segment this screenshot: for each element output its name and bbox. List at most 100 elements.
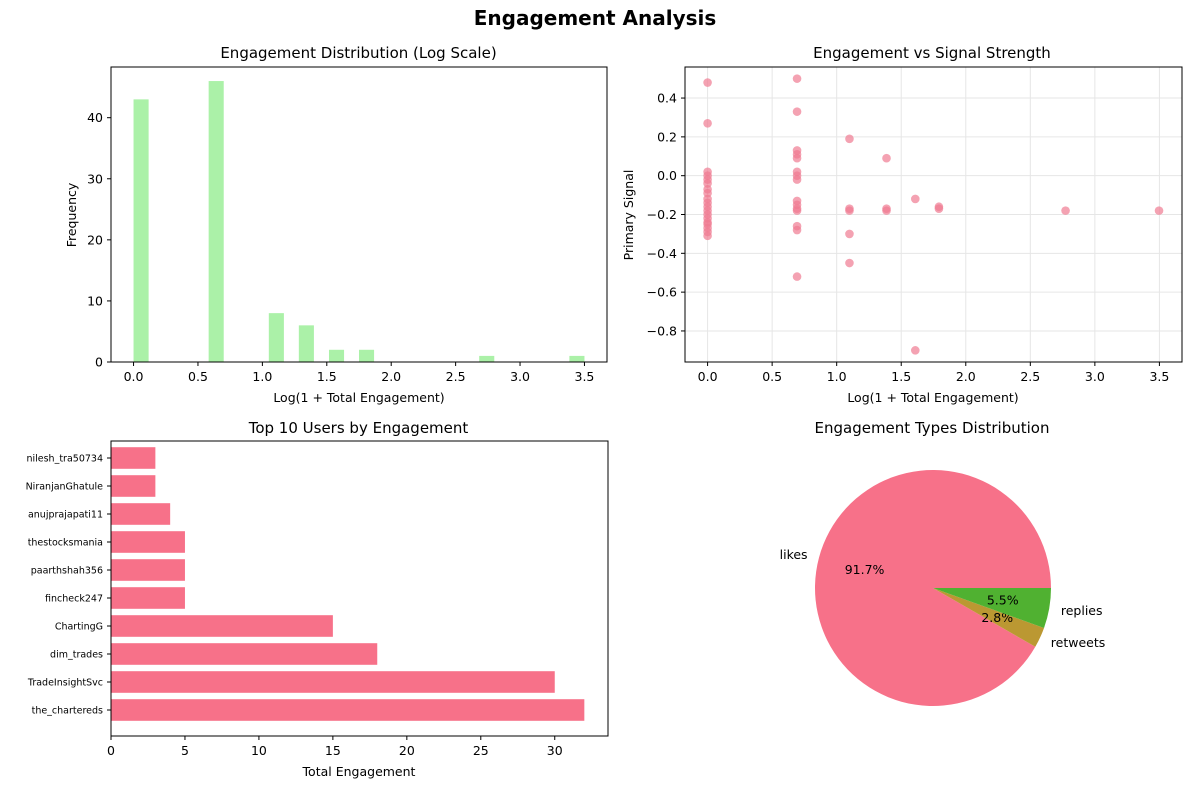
histogram-y-ticks: 0 10 20 30 40	[87, 110, 111, 370]
top-users-x-label: Total Engagement	[302, 764, 416, 779]
top-users-category-label: nilesh_tra50734	[26, 454, 103, 465]
scatter-panel: Engagement vs Signal Strength 0.0 0.5 1.0 1…	[621, 44, 1183, 405]
scatter-point	[910, 194, 920, 204]
scatter-y-tick-label: 0.2	[657, 129, 677, 144]
histogram-x-tick-label: 3.0	[510, 369, 530, 384]
top-users-category-label: ChartingG	[55, 622, 103, 633]
top-users-axes-frame	[110, 440, 609, 737]
histogram-x-tick-label: 2.5	[446, 369, 466, 384]
top-users-category-label: anujprajapati11	[28, 510, 103, 521]
scatter-point	[845, 229, 854, 239]
scatter-point	[882, 206, 891, 215]
histogram-axes-frame	[110, 66, 608, 363]
top-users-bar	[111, 531, 185, 553]
scatter-x-tick-label: 3.0	[1085, 369, 1105, 384]
scatter-point	[792, 272, 802, 281]
top-users-category-label: TradeInsightSvc	[27, 678, 103, 689]
top-users-y-ticks: the_chartereds TradeInsightSvc dim_trades C…	[26, 454, 111, 717]
histogram-y-tick-label: 0	[95, 355, 103, 370]
top-users-category-label: paarthshah356	[31, 566, 103, 577]
scatter-point	[845, 134, 854, 144]
histogram-bar	[328, 349, 345, 362]
scatter-x-tick-label: 2.0	[956, 369, 976, 384]
histogram-y-tick-label: 30	[87, 171, 103, 186]
scatter-point	[845, 258, 854, 268]
scatter-title: Engagement vs Signal Strength	[813, 44, 1051, 62]
scatter-x-tick-label: 0.0	[698, 369, 718, 384]
top-users-bar	[111, 503, 171, 525]
scatter-point	[792, 153, 802, 163]
scatter-y-tick-label: −0.6	[647, 285, 677, 300]
top-users-bar	[111, 699, 585, 721]
top-users-x-tick-label: 0	[107, 743, 115, 758]
scatter-y-tick-label: 0.0	[657, 168, 677, 183]
scatter-point	[1154, 206, 1164, 215]
pie-percent-label: 91.7%	[845, 562, 885, 577]
scatter-y-ticks: 0.4 0.2 0.0 −0.2 −0.4 −0.6 −0.8	[647, 91, 685, 338]
top-users-title: Top 10 Users by Engagement	[248, 419, 469, 437]
histogram-bar	[479, 355, 495, 362]
scatter-points	[703, 74, 1164, 355]
scatter-x-label: Log(1 + Total Engagement)	[847, 390, 1018, 405]
histogram-bar	[569, 355, 585, 362]
pie-slice	[933, 588, 1052, 628]
scatter-x-tick-label: 3.5	[1149, 369, 1169, 384]
histogram-title: Engagement Distribution (Log Scale)	[220, 44, 496, 62]
scatter-point	[792, 107, 802, 116]
histogram-x-tick-label: 1.0	[252, 369, 272, 384]
scatter-point	[792, 74, 802, 83]
top-users-bar	[111, 615, 333, 637]
histogram-y-tick-label: 40	[87, 110, 103, 125]
top-users-bar	[111, 587, 185, 609]
engagement-types-title: Engagement Types Distribution	[815, 419, 1050, 437]
histogram-x-tick-label: 0.0	[124, 369, 144, 384]
histogram-x-tick-label: 1.5	[317, 369, 337, 384]
top-users-x-tick-label: 30	[547, 743, 563, 758]
histogram-bars	[133, 81, 585, 363]
pie-percent-label: 5.5%	[987, 593, 1019, 608]
histogram-x-tick-label: 0.5	[188, 369, 208, 384]
histogram-x-tick-label: 3.5	[575, 369, 595, 384]
scatter-point	[792, 206, 802, 215]
top-users-x-tick-label: 5	[181, 743, 189, 758]
scatter-point	[910, 346, 920, 355]
histogram-bar	[268, 313, 284, 362]
engagement-types-panel: Engagement Types Distribution likes 91.7%…	[780, 419, 1105, 707]
histogram-y-label: Frequency	[64, 182, 79, 247]
histogram-bar	[298, 325, 314, 362]
histogram-y-tick-label: 20	[87, 232, 103, 247]
scatter-x-tick-label: 2.5	[1020, 369, 1040, 384]
scatter-x-ticks: 0.0 0.5 1.0 1.5 2.0 2.5 3.0 3.5	[698, 362, 1169, 384]
scatter-point	[703, 118, 712, 128]
histogram-x-ticks: 0.0 0.5 1.0 1.5 2.0 2.5 3.0 3.5	[124, 362, 595, 384]
top-users-x-ticks: 0 5 10 15 20 25 30	[107, 736, 563, 758]
pie-label: likes	[780, 547, 808, 562]
scatter-point	[792, 225, 802, 235]
scatter-point	[882, 153, 891, 163]
pie-slice	[933, 588, 1045, 647]
histogram-bar	[359, 349, 375, 362]
top-users-bar	[111, 671, 555, 693]
scatter-grid	[685, 67, 1182, 362]
scatter-y-tick-label: −0.8	[647, 323, 677, 338]
top-users-x-tick-label: 25	[473, 743, 489, 758]
pie-label: retweets	[1051, 635, 1105, 650]
pie-slice	[815, 470, 1051, 707]
top-users-bar	[111, 475, 156, 497]
scatter-point	[703, 231, 712, 241]
top-users-bars	[111, 447, 585, 721]
scatter-y-label: Primary Signal	[621, 170, 636, 261]
scatter-y-tick-label: −0.4	[647, 246, 677, 261]
top-users-x-tick-label: 20	[399, 743, 415, 758]
top-users-category-label: dim_trades	[50, 650, 103, 661]
top-users-category-label: fincheck247	[45, 594, 103, 605]
scatter-point	[845, 206, 854, 215]
top-users-bar	[111, 643, 378, 665]
scatter-x-tick-label: 1.5	[891, 369, 911, 384]
top-users-x-tick-label: 10	[251, 743, 267, 758]
scatter-point	[934, 204, 944, 213]
pie-label: replies	[1061, 603, 1103, 618]
top-users-category-label: the_chartereds	[32, 706, 103, 717]
top-users-bar	[111, 559, 185, 581]
